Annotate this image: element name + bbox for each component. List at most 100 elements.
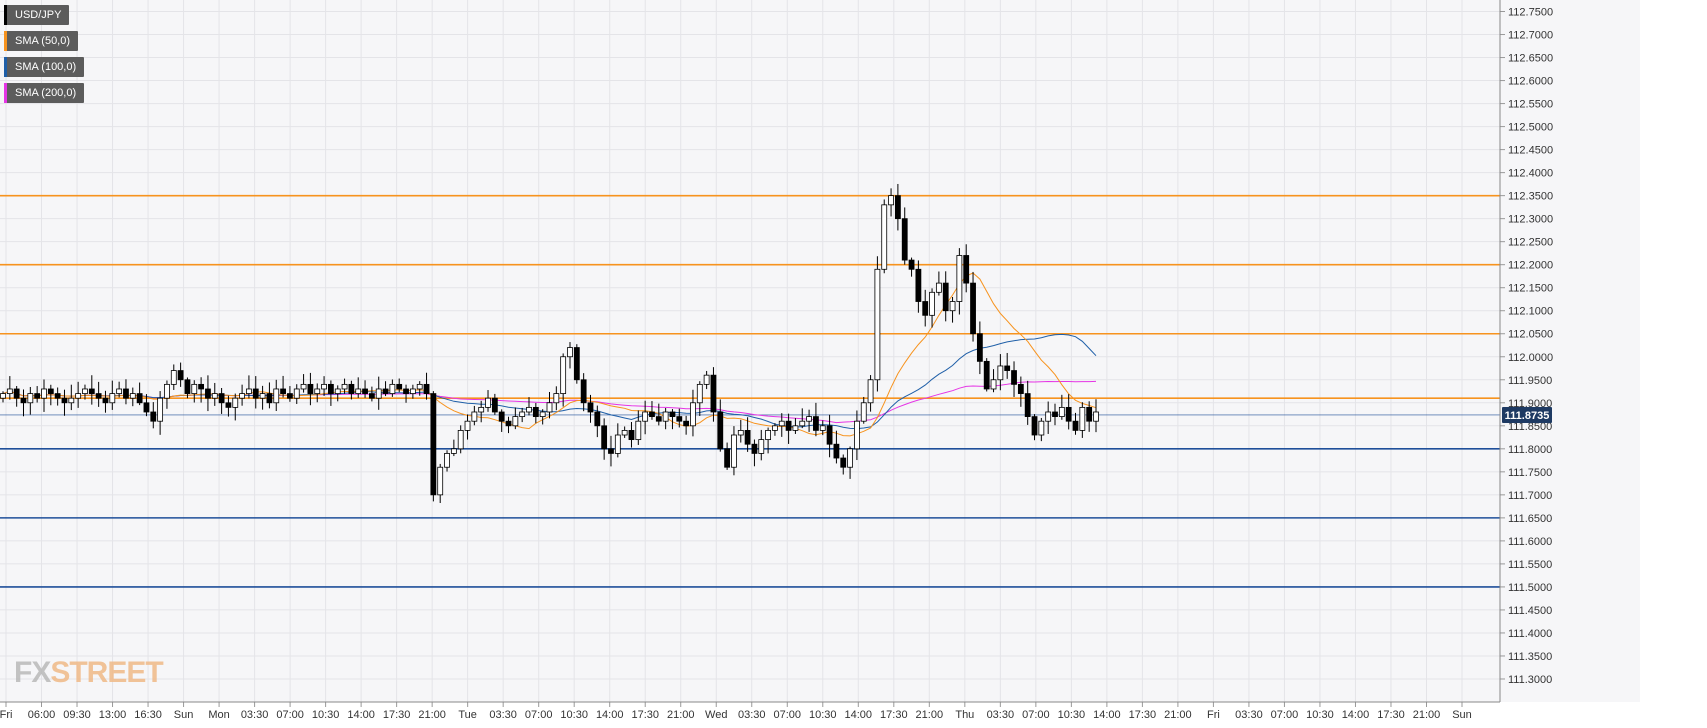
- candle-body: [150, 411, 157, 422]
- candle-body: [20, 397, 27, 404]
- x-tick-label: 07:00: [525, 709, 553, 721]
- candle-body: [198, 383, 205, 390]
- y-tick-label: 111.4000: [1508, 628, 1552, 640]
- candle-body: [389, 383, 396, 394]
- candle-body: [239, 393, 245, 399]
- candle-body: [867, 379, 874, 404]
- x-tick-label: 17:30: [631, 709, 659, 721]
- candle-body: [888, 195, 894, 206]
- x-tick-label: 03:30: [987, 709, 1015, 721]
- y-tick-label: 112.6500: [1508, 53, 1553, 65]
- candle-body: [710, 374, 717, 413]
- candle-body: [252, 388, 259, 399]
- candle-body: [396, 383, 403, 390]
- candle-body: [157, 397, 164, 422]
- y-tick-label: 112.2500: [1508, 237, 1553, 249]
- candle-body: [47, 388, 54, 394]
- candle-body: [539, 411, 546, 417]
- current-price-tag: 111.8735: [1502, 406, 1552, 423]
- candle-body: [498, 411, 505, 422]
- candle-body: [102, 397, 109, 404]
- x-tick-label: 14:00: [596, 709, 624, 721]
- y-axis: 112.7500 112.7000 112.6500 112.6000 112.5500…: [1499, 0, 1553, 702]
- x-tick-label: 14:00: [347, 709, 375, 721]
- candle-body: [191, 383, 198, 394]
- x-tick-label: Fri: [1207, 709, 1220, 721]
- x-tick-label: 10:30: [1306, 709, 1334, 721]
- candle-body: [621, 430, 628, 436]
- x-tick-label: Sun: [1452, 709, 1472, 721]
- candle-body: [430, 393, 437, 496]
- candle-body: [321, 383, 327, 390]
- candle-body: [143, 402, 150, 413]
- y-tick-label: 112.7000: [1508, 30, 1553, 42]
- candle-body: [54, 393, 61, 399]
- x-tick-label: 13:00: [99, 709, 127, 721]
- x-tick-label: 21:00: [1413, 709, 1441, 721]
- candle-body: [184, 379, 191, 394]
- candle-body: [1079, 406, 1086, 431]
- candle-body: [519, 411, 526, 417]
- candle-body: [833, 443, 840, 459]
- x-tick-label: Mon: [208, 709, 229, 721]
- legend-item-sma100[interactable]: SMA (100,0): [4, 57, 85, 77]
- candle-body: [95, 393, 102, 399]
- candle-body: [1086, 406, 1093, 422]
- candle-body: [553, 393, 560, 404]
- y-tick-label: 111.5000: [1508, 582, 1552, 594]
- candle-body: [854, 420, 860, 450]
- candle-body: [826, 425, 833, 445]
- candle-body: [785, 420, 792, 431]
- candle-body: [437, 466, 444, 496]
- candle-body: [246, 388, 252, 394]
- candle-body: [1031, 416, 1038, 436]
- candle-body: [1024, 393, 1031, 417]
- candle-body: [348, 383, 355, 394]
- candle-body: [273, 388, 280, 404]
- candle-body: [61, 397, 68, 404]
- y-tick-label: 112.5500: [1508, 99, 1553, 111]
- candle-body: [485, 397, 491, 408]
- y-tick-label: 112.0500: [1508, 329, 1553, 341]
- candle-body: [170, 370, 177, 385]
- legend-item-usdjpy[interactable]: USD/JPY: [4, 5, 70, 25]
- candle-body: [778, 420, 785, 427]
- candle-body: [983, 360, 990, 390]
- candle-body: [580, 379, 587, 404]
- candle-body: [573, 347, 580, 381]
- candle-body: [724, 448, 731, 468]
- candle-body: [990, 379, 997, 390]
- candle-body: [676, 416, 683, 422]
- candle-body: [942, 282, 949, 312]
- x-tick-label: 07:00: [1271, 709, 1299, 721]
- legend-item-sma50[interactable]: SMA (50,0): [4, 31, 79, 51]
- y-tick-label: 112.3000: [1508, 214, 1553, 226]
- candle-body: [915, 268, 922, 302]
- candle-body: [662, 411, 669, 422]
- candle-body: [27, 393, 34, 404]
- y-tick-label: 112.1500: [1508, 283, 1553, 295]
- x-tick-label: 21:00: [667, 709, 695, 721]
- candle-body: [546, 402, 553, 413]
- candle-body: [1052, 411, 1058, 417]
- candle-body: [881, 204, 888, 270]
- candle-body: [75, 393, 82, 399]
- legend-item-sma200[interactable]: SMA (200,0): [4, 83, 85, 103]
- candle-body: [751, 443, 758, 454]
- candle-body: [526, 406, 532, 413]
- price-tag-box: [1502, 406, 1552, 423]
- candle-body: [68, 397, 75, 404]
- x-tick-label: 07:00: [1022, 709, 1050, 721]
- candle-body: [88, 388, 95, 394]
- x-tick-label: 03:30: [241, 709, 269, 721]
- candle-body: [963, 255, 970, 284]
- y-tick-label: 111.9500: [1508, 375, 1552, 387]
- candle-body: [567, 347, 573, 358]
- y-tick-label: 111.6500: [1508, 513, 1552, 525]
- x-tick-label: 10:30: [1058, 709, 1086, 721]
- candle-body: [935, 282, 942, 293]
- candle-body: [375, 388, 382, 399]
- legend-swatch: [4, 83, 7, 103]
- x-tick-label: 14:00: [1093, 709, 1121, 721]
- candle-body: [772, 425, 778, 431]
